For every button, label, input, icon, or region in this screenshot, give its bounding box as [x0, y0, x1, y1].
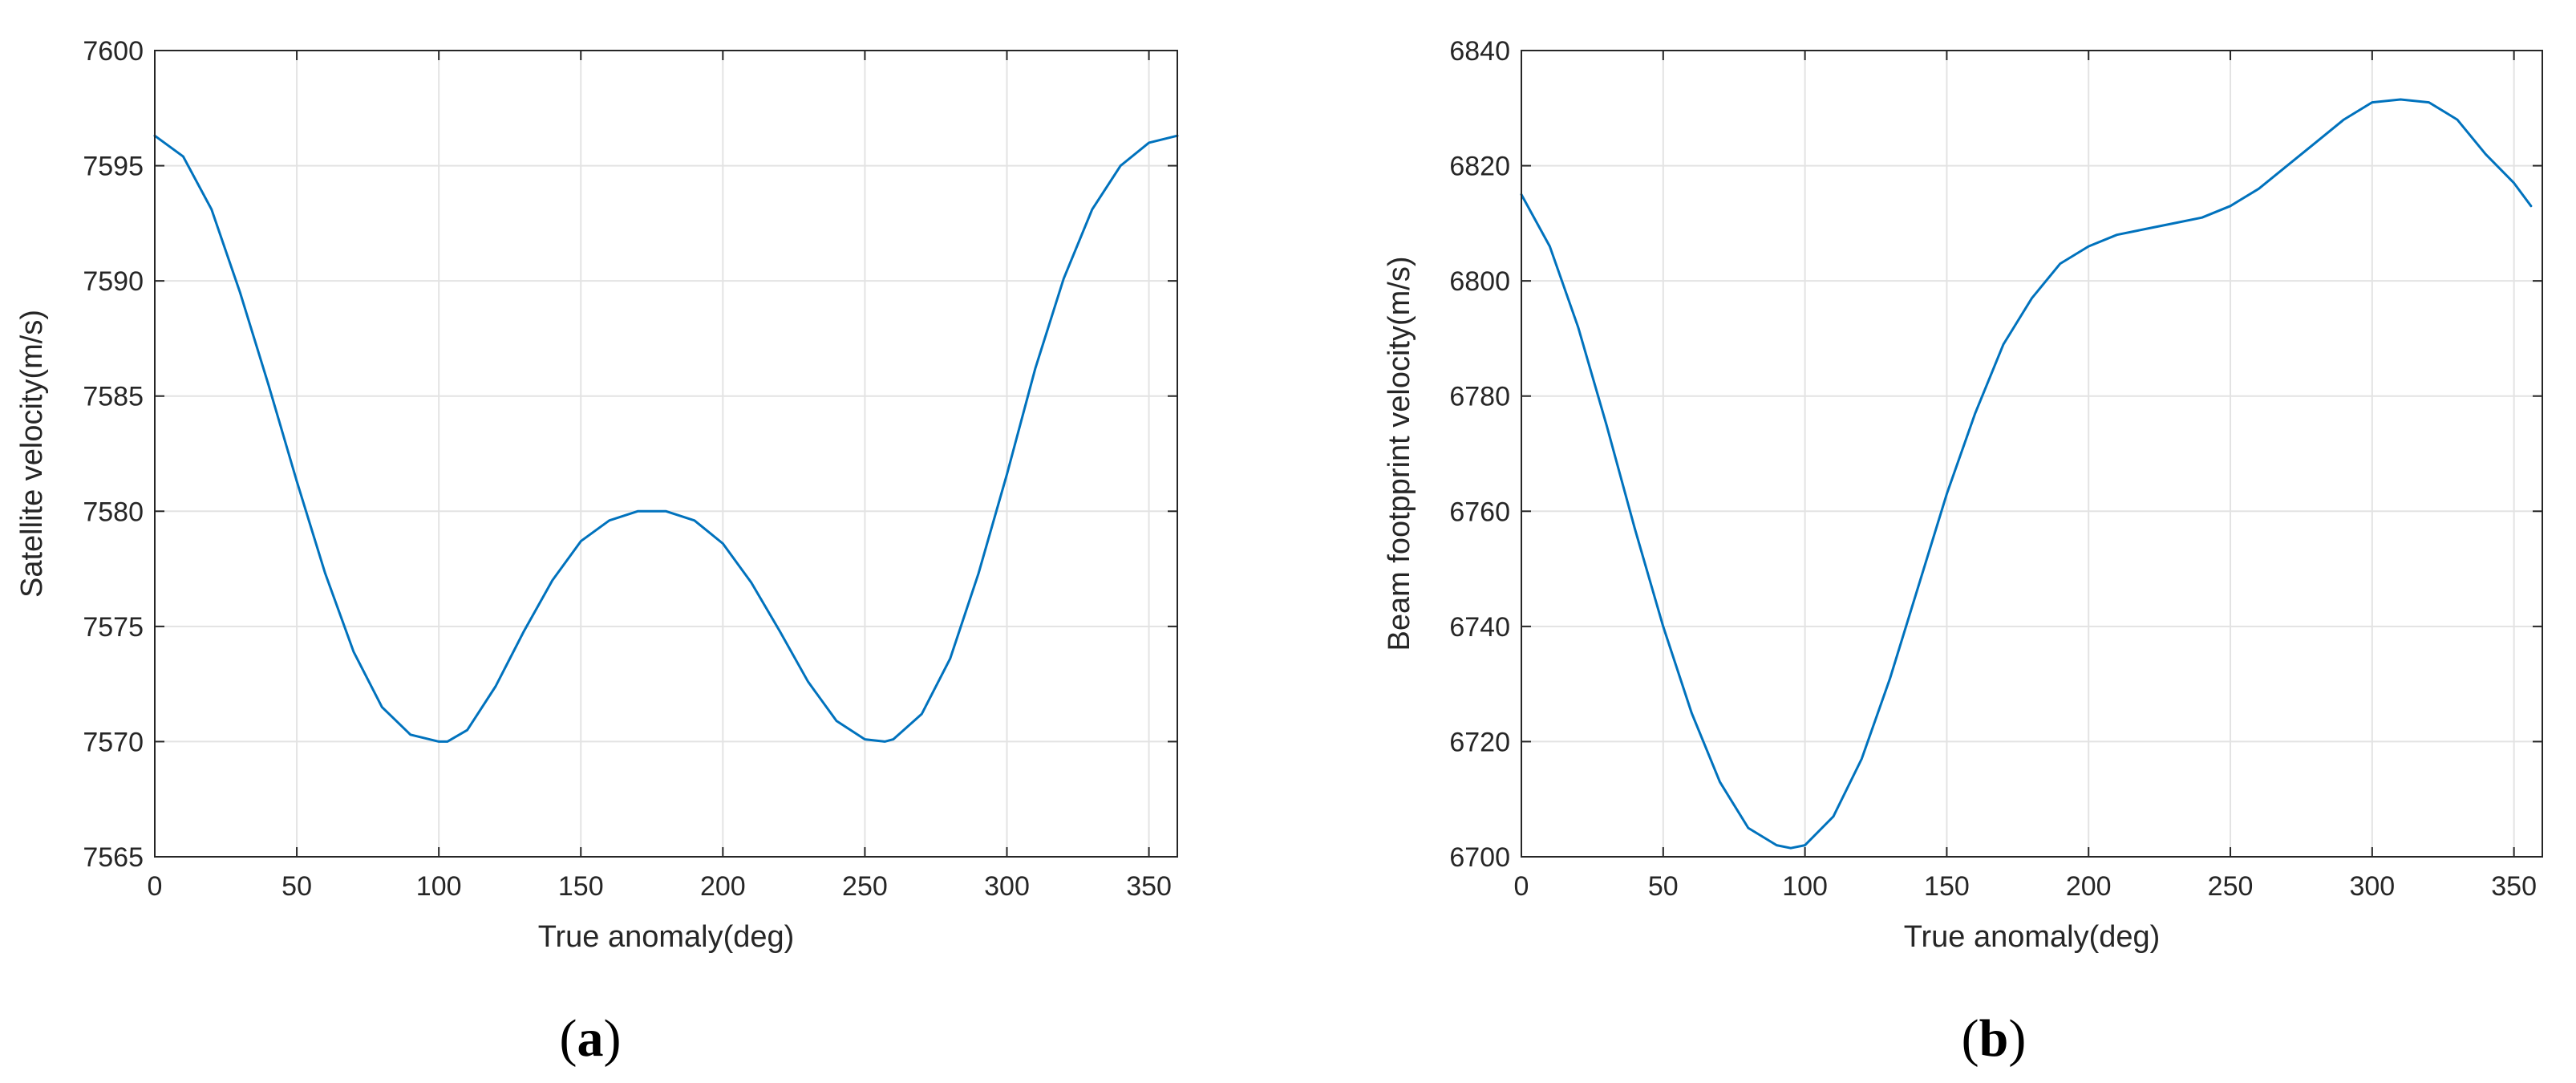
panel-label-open-paren: ( [1962, 1009, 1979, 1068]
y-tick-label: 6760 [1449, 497, 1510, 527]
x-tick-label: 0 [1514, 871, 1529, 902]
y-tick-label: 6720 [1449, 727, 1510, 757]
panel-b-chart: 0 50 100 150 200 250 300 350 6700 6720 6740 6760 678… [1383, 36, 2543, 1068]
y-tick-label: 6780 [1449, 382, 1510, 412]
x-tick-label: 150 [1924, 871, 1970, 902]
x-tick-label: 300 [984, 871, 1030, 902]
series-line [153, 134, 1179, 743]
y-axis-label: Beam footpprint velocity(m/s) [1383, 256, 1416, 651]
y-tick-label: 6740 [1449, 612, 1510, 643]
panel-label: (b) [1962, 1009, 2027, 1068]
x-axis-label: True anomaly(deg) [1904, 920, 2161, 954]
x-tick-label: 50 [281, 871, 312, 902]
x-tick-label: 150 [558, 871, 604, 902]
panel-label-letter: b [1979, 1009, 2009, 1068]
y-tick-label: 7585 [83, 382, 144, 412]
y-tick-label: 7595 [83, 152, 144, 182]
x-tick-label: 200 [700, 871, 746, 902]
y-tick-label: 7565 [83, 842, 144, 873]
x-tick-label: 200 [2066, 871, 2112, 902]
y-tick-label: 7600 [83, 36, 144, 67]
grid-lines [155, 51, 1177, 857]
plot-frame [1521, 50, 2543, 858]
grid-lines [1521, 51, 2542, 857]
x-tick-label: 250 [2208, 871, 2254, 902]
x-tick-label: 50 [1648, 871, 1679, 902]
panel-label-letter: a [577, 1009, 604, 1068]
panel-label-close-paren: ) [604, 1009, 622, 1068]
y-tick-label: 6700 [1449, 842, 1510, 873]
y-tick-label: 6820 [1449, 152, 1510, 182]
panel-label-close-paren: ) [2008, 1009, 2026, 1068]
x-tick-label: 350 [2491, 871, 2537, 902]
panel-label-open-paren: ( [560, 1009, 577, 1068]
x-tick-label: 100 [416, 871, 462, 902]
x-tick-label: 0 [148, 871, 163, 902]
y-tick-label: 6800 [1449, 266, 1510, 297]
y-axis-label: Satellite velocity(m/s) [15, 310, 49, 598]
y-tick-label: 6840 [1449, 36, 1510, 67]
panel-label: (a) [560, 1009, 622, 1068]
plot-frame [154, 50, 1178, 858]
y-tick-label: 7575 [83, 612, 144, 643]
y-tick-label: 7580 [83, 497, 144, 527]
series-line [1520, 98, 2533, 850]
x-tick-label: 100 [1782, 871, 1828, 902]
y-tick-label: 7590 [83, 266, 144, 297]
x-axis-label: True anomaly(deg) [538, 920, 795, 954]
panel-a-chart: 0 50 100 150 200 250 300 350 7565 7570 7575 7580 758… [15, 36, 1179, 1068]
y-tick-label: 7570 [83, 727, 144, 757]
x-tick-label: 300 [2349, 871, 2395, 902]
x-tick-label: 350 [1126, 871, 1172, 902]
x-tick-label: 250 [842, 871, 888, 902]
